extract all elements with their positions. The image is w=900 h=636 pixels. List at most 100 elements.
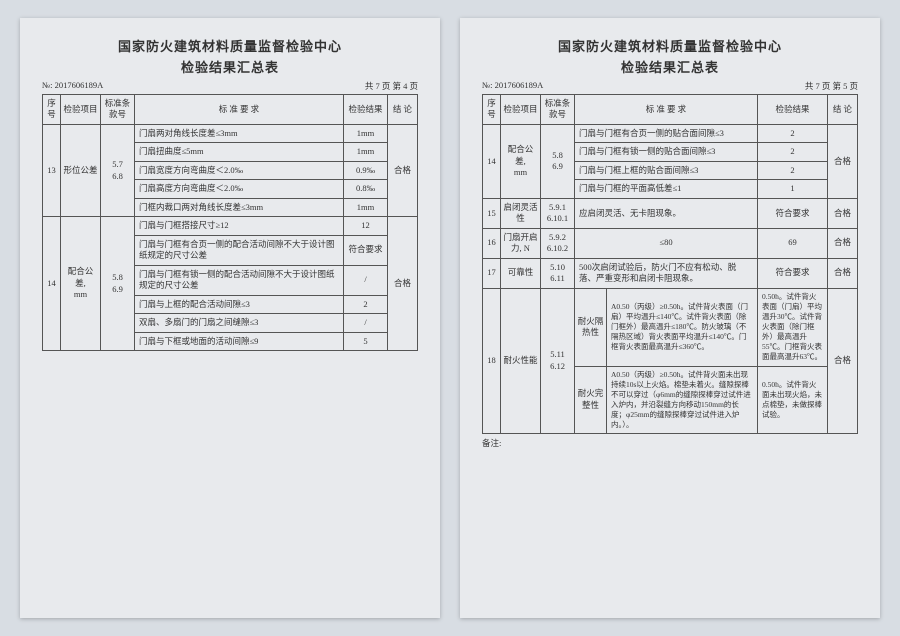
cell-res: 1mm [344, 124, 388, 142]
cell-seq: 14 [483, 124, 501, 198]
cell-res: 2 [758, 161, 828, 179]
cell-res: 0.50h。试件背火表面（门扇）平均温升30℃。试件背火表面（除门框外）最高温升… [758, 288, 828, 366]
doc-no: №: 2017606189A [42, 80, 103, 92]
cell-seq: 17 [483, 258, 501, 288]
cell-sub: 耐火完整性 [575, 366, 607, 434]
th-res: 检验结果 [344, 95, 388, 125]
cell-con: 合格 [388, 124, 418, 216]
cell-std: 5.8 6.9 [101, 217, 135, 351]
cell-req: A0.50（丙级）≥0.50h。试件背火表面（门扇）平均温升≤140℃。试件背火… [607, 288, 758, 366]
cell-res: / [344, 265, 388, 295]
cell-req: 门扇扭曲度≤5mm [135, 143, 344, 161]
table-row: 15 启闭灵活性 5.9.1 6.10.1 应启闭灵活、无卡阻现象。 符合要求 … [483, 198, 858, 228]
table-row: 17 可靠性 5.10 6.11 500次启闭试验后，防火门不应有松动、脱落、严… [483, 258, 858, 288]
cell-res: 符合要求 [758, 198, 828, 228]
cell-con: 合格 [828, 258, 858, 288]
cell-item: 门扇开启力, N [501, 228, 541, 258]
th-seq: 序号 [43, 95, 61, 125]
cell-req: 门扇与门框上框的贴合面间隙≤3 [575, 161, 758, 179]
cell-res: 1mm [344, 198, 388, 216]
cell-seq: 18 [483, 288, 501, 434]
cell-req: 门扇与门框有锁一侧的配合活动间隙不大于设计图纸规定的尺寸公差 [135, 265, 344, 295]
cell-std: 5.10 6.11 [541, 258, 575, 288]
cell-res: 0.50h。试件背火面未出现火焰，未点棉垫，未做探棒试验。 [758, 366, 828, 434]
cell-con: 合格 [828, 198, 858, 228]
meta-row: №: 2017606189A 共 7 页 第 4 页 [42, 80, 418, 92]
th-con: 结 论 [828, 95, 858, 125]
cell-res: 2 [758, 124, 828, 142]
th-item: 检验项目 [61, 95, 101, 125]
footnote: 备注: [482, 437, 858, 449]
cell-std: 5.9.2 6.10.2 [541, 228, 575, 258]
meta-row: №: 2017606189A 共 7 页 第 5 页 [482, 80, 858, 92]
cell-req: A0.50（丙级）≥0.50h。试件背火面未出现持续10s以上火焰。棉垫未着火。… [607, 366, 758, 434]
cell-req: 门扇与门框有合页一侧的配合活动间隙不大于设计图纸规定的尺寸公差 [135, 235, 344, 265]
table-header-row: 序号 检验项目 标准条款号 标 准 要 求 检验结果 结 论 [483, 95, 858, 125]
page-4: 国家防火建筑材料质量监督检验中心 检验结果汇总表 №: 2017606189A … [20, 18, 440, 618]
page-info: 共 7 页 第 5 页 [805, 80, 858, 92]
cell-res: 0.8‰ [344, 180, 388, 198]
cell-con: 合格 [828, 228, 858, 258]
cell-con: 合格 [388, 217, 418, 351]
th-res: 检验结果 [758, 95, 828, 125]
results-table-p5: 序号 检验项目 标准条款号 标 准 要 求 检验结果 结 论 14 配合公差, … [482, 94, 858, 434]
cell-req: 双扇、多扇门的门扇之间缝隙≤3 [135, 314, 344, 332]
cell-res: / [344, 314, 388, 332]
cell-res: 符合要求 [344, 235, 388, 265]
results-table-p4: 序号 检验项目 标准条款号 标 准 要 求 检验结果 结 论 13 形位公差 5… [42, 94, 418, 351]
cell-std: 5.7 6.8 [101, 124, 135, 216]
cell-req: 门扇与门框搭接尺寸≥12 [135, 217, 344, 235]
table-header-row: 序号 检验项目 标准条款号 标 准 要 求 检验结果 结 论 [43, 95, 418, 125]
cell-std: 5.11 6.12 [541, 288, 575, 434]
th-con: 结 论 [388, 95, 418, 125]
th-std: 标准条款号 [541, 95, 575, 125]
cell-item: 可靠性 [501, 258, 541, 288]
cell-seq: 16 [483, 228, 501, 258]
doc-no: №: 2017606189A [482, 80, 543, 92]
cell-con: 合格 [828, 124, 858, 198]
cell-req: 门扇宽度方向弯曲度＜2.0‰ [135, 161, 344, 179]
table-row: 18 耐火性能 5.11 6.12 耐火隔热性 A0.50（丙级）≥0.50h。… [483, 288, 858, 366]
cell-item: 耐火性能 [501, 288, 541, 434]
cell-req: 应启闭灵活、无卡阻现象。 [575, 198, 758, 228]
cell-con: 合格 [828, 288, 858, 434]
table-row: 13 形位公差 5.7 6.8 门扇两对角线长度差≤3mm 1mm 合格 [43, 124, 418, 142]
cell-req: 门扇与门框的平面高低差≤1 [575, 180, 758, 198]
cell-req: 门扇与下框或地面的活动间隙≤9 [135, 332, 344, 350]
cell-seq: 13 [43, 124, 61, 216]
cell-item: 配合公差, mm [501, 124, 541, 198]
table-row: 14 配合公差, mm 5.8 6.9 门扇与门框搭接尺寸≥12 12 合格 [43, 217, 418, 235]
cell-seq: 14 [43, 217, 61, 351]
cell-req: 门框内裁口两对角线长度差≤3mm [135, 198, 344, 216]
cell-req: 门扇高度方向弯曲度＜2.0‰ [135, 180, 344, 198]
cell-item: 形位公差 [61, 124, 101, 216]
org-title: 国家防火建筑材料质量监督检验中心 [482, 36, 858, 55]
org-title: 国家防火建筑材料质量监督检验中心 [42, 36, 418, 55]
cell-res: 69 [758, 228, 828, 258]
page-info: 共 7 页 第 4 页 [365, 80, 418, 92]
doc-title: 检验结果汇总表 [482, 57, 858, 76]
cell-seq: 15 [483, 198, 501, 228]
cell-res: 符合要求 [758, 258, 828, 288]
cell-res: 2 [758, 143, 828, 161]
cell-std: 5.8 6.9 [541, 124, 575, 198]
th-item: 检验项目 [501, 95, 541, 125]
th-seq: 序号 [483, 95, 501, 125]
cell-req: 门扇与上框的配合活动间隙≤3 [135, 295, 344, 313]
th-req: 标 准 要 求 [575, 95, 758, 125]
cell-res: 0.9‰ [344, 161, 388, 179]
cell-req: 500次启闭试验后，防火门不应有松动、脱落、严重变形和启闭卡阻现象。 [575, 258, 758, 288]
page-5: 国家防火建筑材料质量监督检验中心 检验结果汇总表 №: 2017606189A … [460, 18, 880, 618]
cell-sub: 耐火隔热性 [575, 288, 607, 366]
cell-req: 门扇两对角线长度差≤3mm [135, 124, 344, 142]
cell-res: 5 [344, 332, 388, 350]
th-req: 标 准 要 求 [135, 95, 344, 125]
cell-item: 启闭灵活性 [501, 198, 541, 228]
cell-res: 2 [344, 295, 388, 313]
cell-req: 门扇与门框有锁一侧的贴合面间隙≤3 [575, 143, 758, 161]
cell-res: 1mm [344, 143, 388, 161]
table-row: 14 配合公差, mm 5.8 6.9 门扇与门框有合页一侧的贴合面间隙≤3 2… [483, 124, 858, 142]
cell-item: 配合公差, mm [61, 217, 101, 351]
cell-req: 门扇与门框有合页一侧的贴合面间隙≤3 [575, 124, 758, 142]
doc-title: 检验结果汇总表 [42, 57, 418, 76]
